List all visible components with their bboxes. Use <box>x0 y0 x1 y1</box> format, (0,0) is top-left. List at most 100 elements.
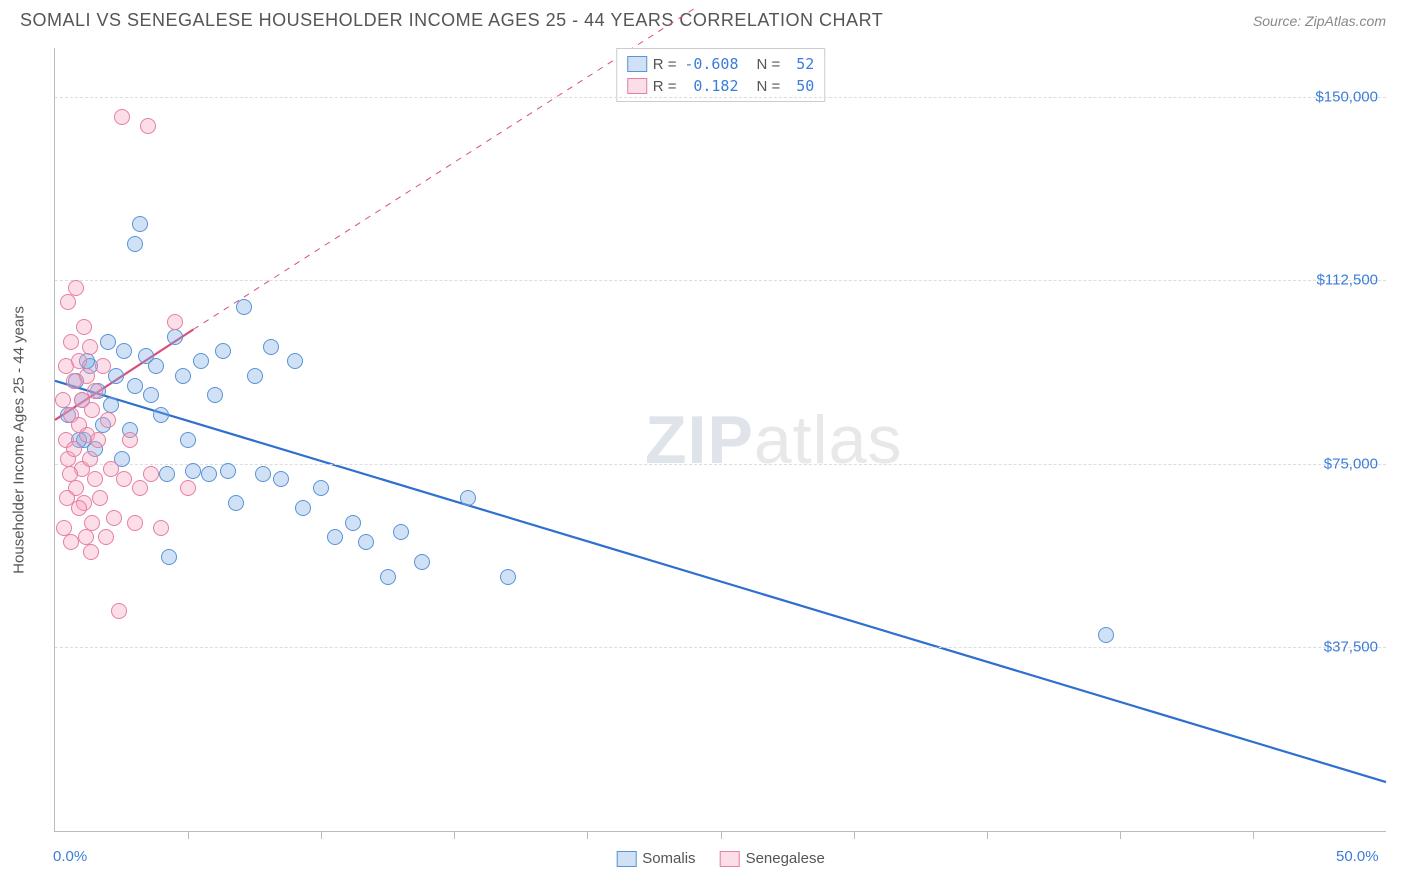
data-point-senegalese <box>122 432 138 448</box>
data-point-senegalese <box>62 466 78 482</box>
data-point-somalis <box>180 432 196 448</box>
data-point-senegalese <box>71 353 87 369</box>
data-point-senegalese <box>71 500 87 516</box>
data-point-somalis <box>295 500 311 516</box>
series-legend: Somalis Senegalese <box>616 850 825 867</box>
data-point-somalis <box>132 216 148 232</box>
y-tick-label: $150,000 <box>1315 88 1378 105</box>
trend-lines <box>55 48 1386 831</box>
data-point-somalis <box>167 329 183 345</box>
gridline <box>55 97 1386 98</box>
gridline <box>55 464 1386 465</box>
data-point-senegalese <box>82 451 98 467</box>
data-point-somalis <box>127 236 143 252</box>
data-point-somalis <box>460 490 476 506</box>
x-tick <box>587 831 588 839</box>
y-tick-label: $37,500 <box>1324 639 1378 656</box>
data-point-somalis <box>380 569 396 585</box>
swatch-icon <box>627 78 647 94</box>
correlation-legend: R =-0.608N =52R =0.182N =50 <box>616 48 826 102</box>
data-point-senegalese <box>153 520 169 536</box>
data-point-somalis <box>161 549 177 565</box>
data-point-senegalese <box>87 383 103 399</box>
data-point-somalis <box>103 397 119 413</box>
data-point-senegalese <box>84 402 100 418</box>
data-point-senegalese <box>68 280 84 296</box>
legend-n-value: 52 <box>786 55 814 73</box>
data-point-senegalese <box>66 441 82 457</box>
data-point-senegalese <box>60 294 76 310</box>
data-point-somalis <box>127 378 143 394</box>
data-point-somalis <box>159 466 175 482</box>
data-point-senegalese <box>55 392 71 408</box>
data-point-somalis <box>228 495 244 511</box>
data-point-senegalese <box>167 314 183 330</box>
data-point-somalis <box>313 480 329 496</box>
data-point-somalis <box>287 353 303 369</box>
data-point-somalis <box>108 368 124 384</box>
data-point-somalis <box>220 463 236 479</box>
y-tick-label: $75,000 <box>1324 455 1378 472</box>
data-point-senegalese <box>63 534 79 550</box>
data-point-somalis <box>236 299 252 315</box>
data-point-senegalese <box>132 480 148 496</box>
scatter-chart: ZIPatlas Householder Income Ages 25 - 44… <box>54 48 1386 832</box>
data-point-somalis <box>185 463 201 479</box>
chart-header: SOMALI VS SENEGALESE HOUSEHOLDER INCOME … <box>0 0 1406 37</box>
data-point-somalis <box>116 343 132 359</box>
data-point-somalis <box>247 368 263 384</box>
data-point-senegalese <box>87 471 103 487</box>
x-tick <box>188 831 189 839</box>
data-point-senegalese <box>114 109 130 125</box>
data-point-senegalese <box>98 529 114 545</box>
legend-r-label: R = <box>653 56 677 73</box>
legend-row-somalis: R =-0.608N =52 <box>627 53 815 75</box>
data-point-senegalese <box>95 358 111 374</box>
legend-n-label: N = <box>757 56 781 73</box>
x-tick <box>854 831 855 839</box>
data-point-somalis <box>153 407 169 423</box>
data-point-senegalese <box>180 480 196 496</box>
x-tick-label: 50.0% <box>1336 848 1379 865</box>
data-point-somalis <box>263 339 279 355</box>
series-name: Senegalese <box>746 850 825 867</box>
data-point-senegalese <box>82 339 98 355</box>
data-point-somalis <box>358 534 374 550</box>
data-point-somalis <box>175 368 191 384</box>
data-point-somalis <box>201 466 217 482</box>
data-point-senegalese <box>92 490 108 506</box>
data-point-somalis <box>273 471 289 487</box>
legend-r-label: R = <box>653 78 677 95</box>
data-point-senegalese <box>56 520 72 536</box>
data-point-senegalese <box>76 319 92 335</box>
gridline <box>55 647 1386 648</box>
data-point-senegalese <box>83 544 99 560</box>
data-point-senegalese <box>100 412 116 428</box>
series-name: Somalis <box>642 850 695 867</box>
source-attribution: Source: ZipAtlas.com <box>1253 13 1386 29</box>
data-point-somalis <box>393 524 409 540</box>
data-point-senegalese <box>127 515 143 531</box>
x-tick <box>321 831 322 839</box>
x-tick <box>987 831 988 839</box>
series-legend-somalis: Somalis <box>616 850 695 867</box>
data-point-senegalese <box>116 471 132 487</box>
data-point-somalis <box>148 358 164 374</box>
x-tick <box>454 831 455 839</box>
data-point-senegalese <box>78 529 94 545</box>
data-point-somalis <box>100 334 116 350</box>
data-point-somalis <box>207 387 223 403</box>
x-tick <box>1120 831 1121 839</box>
data-point-senegalese <box>111 603 127 619</box>
data-point-senegalese <box>79 368 95 384</box>
data-point-somalis <box>1098 627 1114 643</box>
legend-n-label: N = <box>757 78 781 95</box>
gridline <box>55 280 1386 281</box>
data-point-somalis <box>215 343 231 359</box>
x-tick <box>1253 831 1254 839</box>
data-point-somalis <box>327 529 343 545</box>
swatch-icon <box>616 851 636 867</box>
data-point-senegalese <box>84 515 100 531</box>
swatch-icon <box>720 851 740 867</box>
data-point-somalis <box>193 353 209 369</box>
